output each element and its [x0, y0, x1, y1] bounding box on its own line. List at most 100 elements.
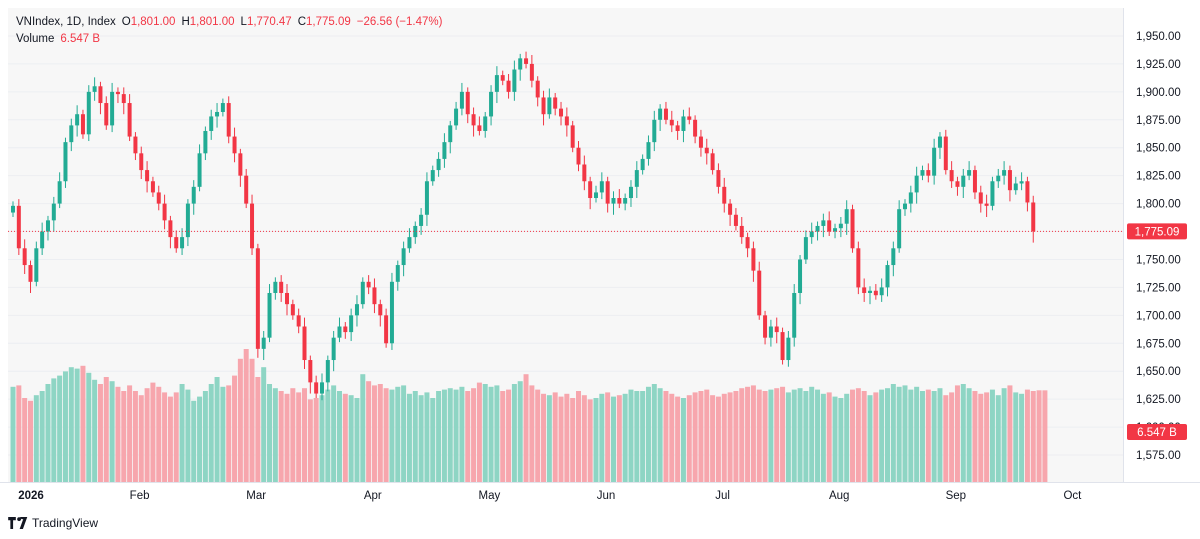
candle-body: [634, 170, 639, 187]
volume-bar: [267, 384, 273, 482]
volume-bar: [150, 382, 156, 482]
volume-bar: [27, 400, 33, 482]
volume-bar: [214, 377, 220, 482]
candle: [728, 199, 733, 226]
y-tick-label: 1,575.00: [1136, 450, 1181, 462]
volume-bar: [966, 388, 972, 482]
volume-bar: [197, 396, 203, 482]
month-label: Jul: [715, 490, 730, 502]
candle-body: [879, 287, 884, 296]
candle-body: [611, 198, 616, 204]
volume-bar: [680, 398, 686, 482]
candle: [104, 96, 109, 130]
candle: [22, 239, 27, 274]
y-tick-label: 1,700.00: [1136, 310, 1181, 322]
candle-body: [529, 63, 534, 81]
candle: [483, 111, 488, 138]
candle: [990, 176, 995, 211]
brand-label: TradingView: [32, 516, 99, 530]
candle: [378, 299, 383, 327]
volume-bar: [610, 396, 616, 482]
candle-body: [139, 153, 144, 171]
candle: [331, 330, 336, 372]
volume-bar: [1030, 391, 1036, 482]
candle: [1002, 161, 1007, 185]
candle-body: [483, 116, 488, 131]
tradingview-logo-icon: [8, 517, 28, 529]
volume-bar: [570, 398, 576, 482]
candle: [512, 60, 517, 101]
y-tick-label: 1,625.00: [1136, 394, 1181, 406]
last-price-badge: 1,775.09: [1135, 226, 1180, 238]
volume-bar: [797, 388, 803, 482]
volume-bar: [616, 395, 622, 482]
candle-body: [768, 326, 773, 338]
candle: [885, 260, 890, 297]
candle-body: [255, 248, 260, 349]
volume-bar: [645, 386, 651, 482]
volume-bar: [354, 398, 360, 482]
volume-bar: [692, 392, 698, 482]
candle: [57, 172, 62, 209]
candle: [984, 194, 989, 218]
candle-body: [728, 203, 733, 215]
candle-body: [424, 181, 429, 215]
candle-body: [86, 91, 91, 135]
candle-body: [815, 225, 820, 232]
candle-body: [22, 248, 27, 266]
volume-bar: [867, 395, 873, 482]
candle: [611, 191, 616, 215]
candle: [1013, 176, 1018, 195]
volume-bar: [890, 384, 896, 482]
tradingview-brand[interactable]: TradingView: [8, 514, 98, 532]
volume-bar: [406, 393, 412, 482]
volume-bar: [377, 384, 383, 482]
candle-body: [16, 205, 21, 249]
volume-bar: [599, 393, 605, 482]
volume-bar: [984, 392, 990, 482]
candle: [401, 241, 406, 277]
candle-body: [378, 304, 383, 316]
volume-bar: [115, 386, 121, 482]
volume-bar: [401, 385, 407, 482]
y-tick-label: 1,900.00: [1136, 87, 1181, 99]
candle: [559, 101, 564, 126]
candle: [325, 355, 330, 392]
volume-bar: [587, 399, 593, 482]
high-label: H: [181, 16, 190, 28]
candle: [967, 161, 972, 181]
candle: [244, 168, 249, 209]
volume-bar: [768, 389, 774, 482]
candle-body: [459, 91, 464, 109]
candle-body: [40, 231, 45, 249]
candle: [623, 193, 628, 211]
candle-body: [704, 147, 709, 154]
candle-body: [891, 248, 896, 266]
y-tick-label: 1,725.00: [1136, 282, 1181, 294]
candle-body: [494, 75, 499, 92]
candle: [576, 141, 581, 172]
candle-body: [908, 192, 913, 204]
candle: [454, 101, 459, 130]
volume-bar: [16, 385, 22, 482]
candle: [133, 132, 138, 161]
candle-body: [384, 315, 389, 344]
candle: [419, 208, 424, 235]
candle-body: [553, 97, 558, 109]
candle-body: [733, 214, 738, 226]
volume-bar: [529, 385, 535, 482]
candle-body: [296, 315, 301, 327]
candle-body: [477, 125, 482, 131]
candle: [594, 185, 598, 203]
candle: [745, 232, 750, 258]
candle: [238, 148, 243, 187]
volume-bar: [243, 349, 249, 482]
volume-bar: [86, 372, 92, 482]
candle-body: [28, 265, 33, 282]
volume-bar: [22, 398, 28, 482]
candle: [716, 163, 721, 194]
candle-body: [63, 142, 68, 182]
volume-bar: [33, 395, 39, 482]
candle: [710, 148, 715, 175]
